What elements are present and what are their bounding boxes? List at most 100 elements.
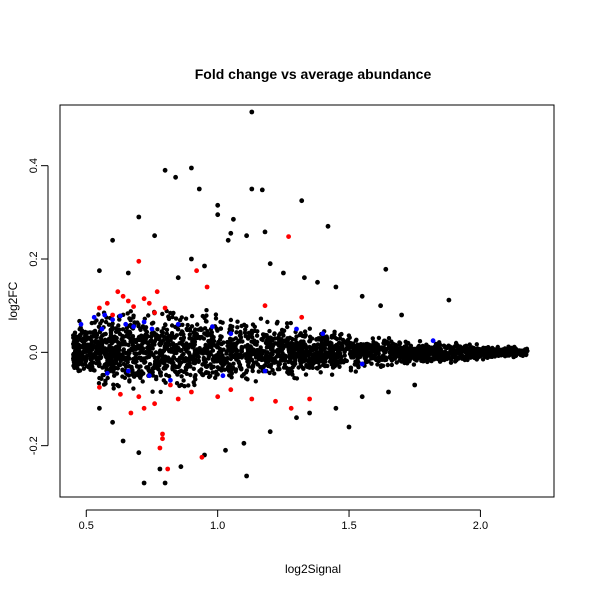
cloud-point <box>235 352 240 358</box>
data-point <box>315 279 320 285</box>
data-point <box>152 233 158 239</box>
cloud-point <box>287 366 292 372</box>
cloud-point <box>472 351 477 356</box>
cloud-point <box>72 365 77 370</box>
data-point <box>346 424 352 430</box>
data-point <box>262 303 268 309</box>
cloud-point <box>231 361 236 366</box>
data-point <box>189 389 194 395</box>
cloud-point <box>238 366 243 371</box>
cloud-point <box>138 326 143 332</box>
data-point <box>104 300 110 306</box>
cloud-point <box>169 346 174 352</box>
cloud-point <box>81 366 87 371</box>
cloud-point <box>370 344 375 350</box>
cloud-point <box>316 360 321 365</box>
data-point <box>288 405 294 411</box>
cloud-point <box>106 322 112 327</box>
cloud-point <box>225 356 230 361</box>
y-axis: -0.2 0.0 0.2 0.4 <box>28 158 49 455</box>
cloud-point <box>342 349 347 355</box>
data-point <box>231 216 236 222</box>
data-point <box>215 202 221 208</box>
cloud-point <box>406 350 412 356</box>
cloud-point <box>184 371 189 376</box>
cloud-point <box>474 342 479 347</box>
cloud-point <box>151 320 156 325</box>
cloud-point <box>386 336 392 341</box>
cloud-point <box>186 383 191 388</box>
data-point <box>120 293 126 299</box>
data-point <box>333 405 339 411</box>
cloud-point <box>339 359 344 364</box>
cloud-point <box>296 346 301 351</box>
cloud-point <box>139 372 144 377</box>
cloud-point <box>120 338 126 344</box>
cloud-point <box>101 349 106 355</box>
cloud-point <box>380 363 386 368</box>
cloud-point <box>101 332 107 337</box>
cloud-point <box>368 352 374 357</box>
cloud-point <box>116 323 121 328</box>
cloud-point <box>305 359 311 364</box>
cloud-point <box>170 314 175 320</box>
cloud-point <box>204 319 209 324</box>
cloud-point <box>486 345 491 350</box>
cloud-point <box>136 346 142 351</box>
cloud-point <box>498 351 503 357</box>
cloud-point <box>103 381 108 386</box>
data-point <box>228 331 234 337</box>
cloud-point <box>363 342 369 347</box>
cloud-point <box>307 344 312 350</box>
cloud-point <box>444 344 450 350</box>
cloud-point <box>128 318 133 323</box>
cloud-point <box>71 352 76 357</box>
plot-frame <box>59 104 555 498</box>
cloud-point <box>71 341 76 347</box>
data-point <box>378 303 383 309</box>
data-point <box>154 289 160 295</box>
cloud-point <box>196 327 201 332</box>
data-point <box>118 391 123 397</box>
cloud-point <box>356 359 361 365</box>
cloud-point <box>242 330 248 335</box>
cloud-point <box>161 348 166 353</box>
cloud-point <box>235 319 240 324</box>
cloud-point <box>162 361 167 366</box>
data-point <box>141 480 147 486</box>
cloud-point <box>288 320 293 326</box>
cloud-point <box>188 364 193 369</box>
cloud-point <box>250 368 255 374</box>
cloud-point <box>217 366 222 371</box>
x-tick-label: 1.0 <box>210 520 225 532</box>
cloud-point <box>129 336 134 341</box>
cloud-point <box>182 345 188 350</box>
cloud-point <box>408 343 414 348</box>
cloud-point <box>111 382 116 387</box>
cloud-point <box>440 355 445 360</box>
data-point <box>97 268 102 274</box>
cloud-point <box>333 345 338 350</box>
cloud-point <box>83 329 88 335</box>
cloud-point <box>126 334 131 339</box>
data-point <box>359 361 365 367</box>
cloud-point <box>480 347 485 353</box>
cloud-point <box>480 357 486 362</box>
cloud-point <box>306 363 312 368</box>
cloud-point <box>262 332 267 337</box>
cloud-point <box>317 337 323 342</box>
cloud-point <box>285 324 290 330</box>
cloud-point <box>418 347 423 352</box>
data-point <box>118 313 123 319</box>
cloud-point <box>157 350 162 356</box>
data-point <box>223 447 228 453</box>
cloud-point <box>76 335 81 340</box>
cloud-point <box>96 363 102 369</box>
cloud-point <box>169 323 175 328</box>
cloud-point <box>373 346 378 351</box>
cloud-point <box>282 338 288 343</box>
cloud-point <box>307 326 312 331</box>
cloud-point <box>75 344 80 349</box>
cloud-point <box>147 362 153 367</box>
cloud-point <box>291 361 296 366</box>
